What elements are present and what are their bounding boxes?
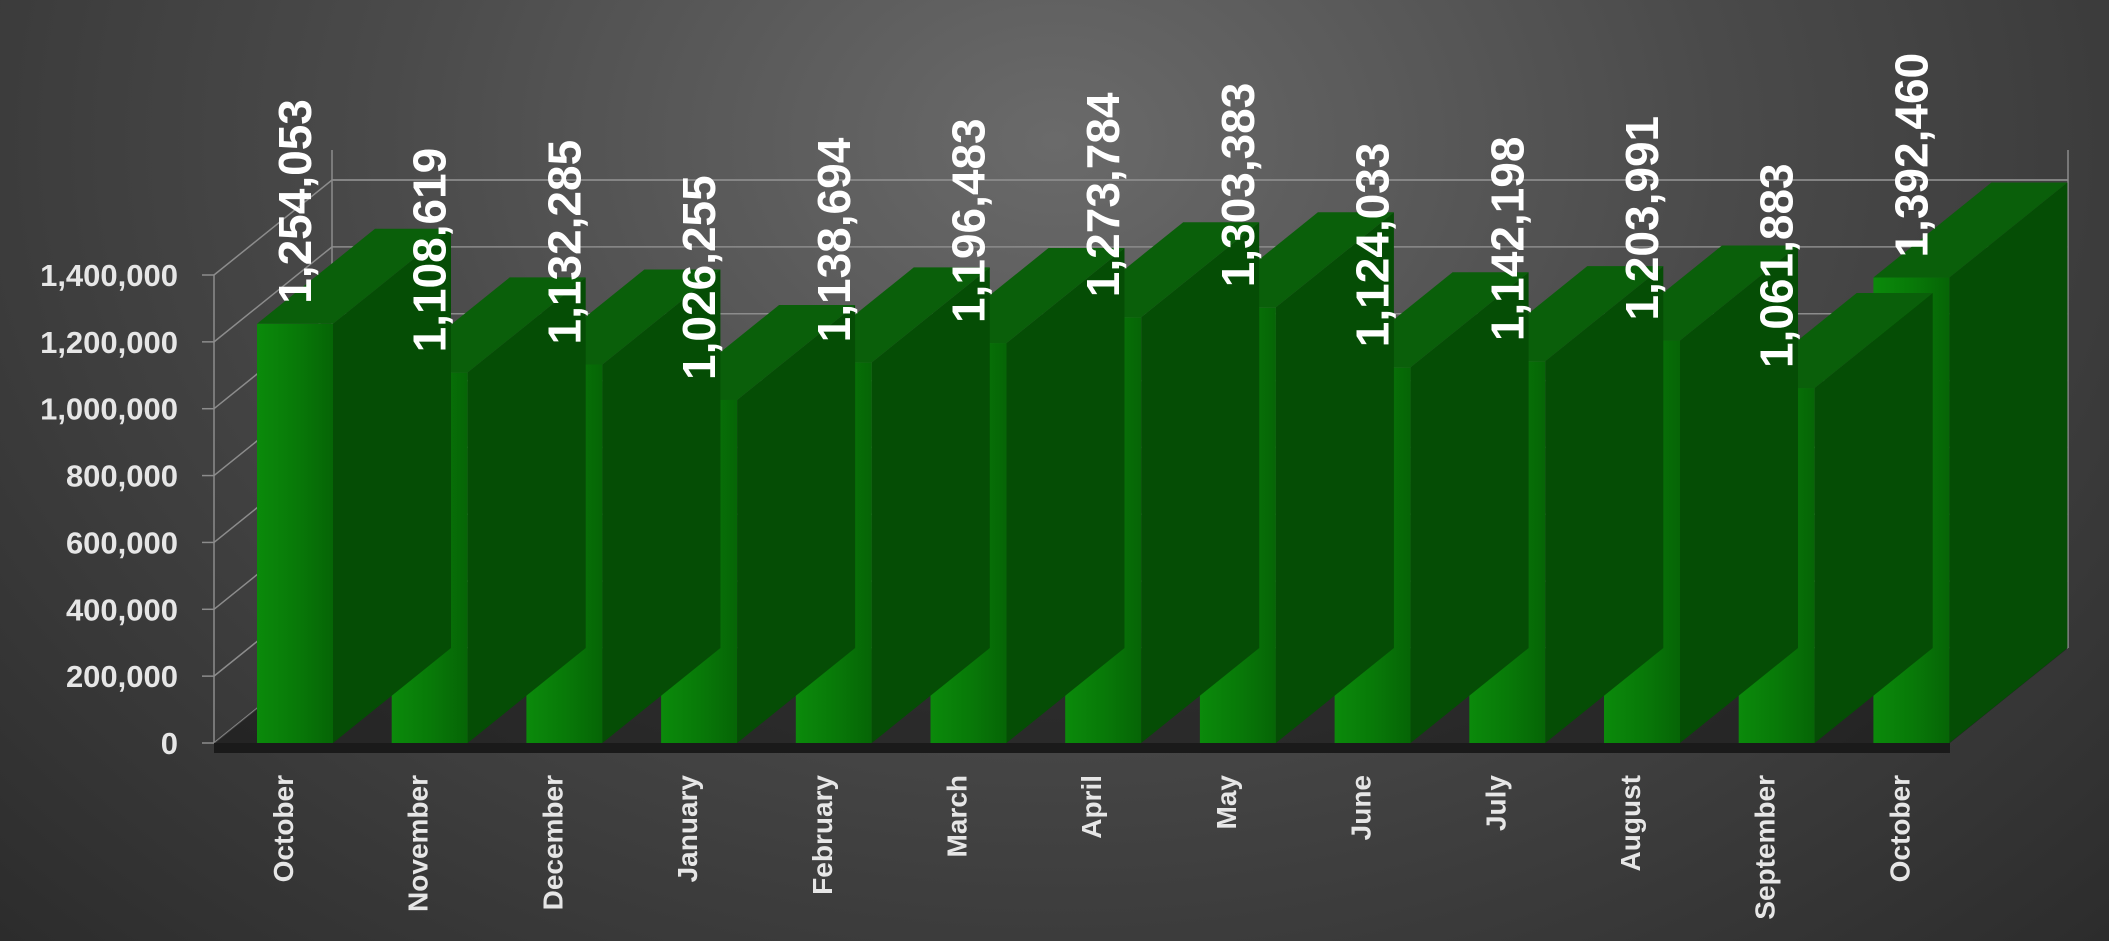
data-label: 1,273,784 — [1077, 92, 1129, 297]
bar-side — [1275, 212, 1394, 744]
x-category-label: October — [268, 775, 299, 882]
y-tick-label: 400,000 — [66, 592, 178, 627]
bar-side — [1006, 248, 1125, 743]
data-label: 1,026,255 — [673, 175, 725, 380]
data-label: 1,108,619 — [404, 148, 456, 353]
y-tick-label: 0 — [161, 726, 178, 761]
bar-front — [257, 323, 333, 743]
data-label: 1,124,033 — [1347, 143, 1399, 348]
data-label: 1,061,883 — [1751, 163, 1803, 368]
x-category-label: March — [942, 775, 973, 857]
bar-side — [1949, 182, 2068, 743]
y-tick-label: 1,000,000 — [40, 392, 178, 427]
bar-side — [1680, 245, 1798, 743]
x-axis-categories: October November December January February Ma… — [268, 775, 1915, 920]
bar-top — [257, 228, 451, 324]
y-tick-label: 800,000 — [66, 459, 178, 494]
x-category-label: September — [1750, 775, 1781, 920]
bar — [257, 228, 451, 744]
data-label: 1,142,198 — [1481, 137, 1533, 342]
bar-side — [737, 304, 856, 743]
data-label: 1,196,483 — [943, 118, 995, 323]
data-label: 1,132,285 — [538, 140, 590, 345]
x-category-label: June — [1346, 775, 1377, 840]
bar-side — [1814, 293, 1933, 743]
bar-side — [871, 267, 990, 743]
y-tick-label: 600,000 — [66, 525, 178, 560]
x-category-label: July — [1480, 775, 1511, 831]
bar-side — [1545, 266, 1664, 743]
x-category-label: February — [807, 775, 838, 895]
bars — [257, 182, 2068, 744]
bar-side — [1410, 272, 1529, 743]
y-tick-label: 1,400,000 — [40, 258, 178, 293]
x-category-label: May — [1211, 775, 1242, 830]
bar-top — [1873, 182, 2068, 278]
data-label: 1,303,383 — [1212, 83, 1264, 288]
y-axis: 0 200,000 400,000 600,000 800,000 1,000,000 1,… — [40, 258, 215, 761]
x-category-label: April — [1076, 775, 1107, 839]
y-tick-label: 1,200,000 — [40, 325, 178, 360]
bar-side — [467, 277, 586, 743]
x-category-label: December — [537, 775, 568, 911]
data-label: 1,392,460 — [1885, 53, 1937, 258]
x-category-label: October — [1884, 775, 1915, 882]
x-category-label: November — [403, 775, 434, 912]
data-labels: 1,254,053 1,108,619 1,132,285 1,026,255 1,13… — [269, 53, 1937, 380]
data-label: 1,254,053 — [269, 99, 321, 304]
gridline — [213, 246, 2068, 343]
y-tick-label: 200,000 — [66, 659, 178, 694]
bar-side — [1141, 222, 1260, 743]
data-label: 1,138,694 — [808, 137, 860, 342]
bar-side — [602, 269, 721, 743]
bar-side — [333, 228, 451, 744]
x-category-label: January — [672, 775, 703, 883]
data-label: 1,203,991 — [1616, 116, 1668, 321]
x-category-label: August — [1615, 775, 1646, 871]
floor-edge — [214, 743, 1950, 753]
